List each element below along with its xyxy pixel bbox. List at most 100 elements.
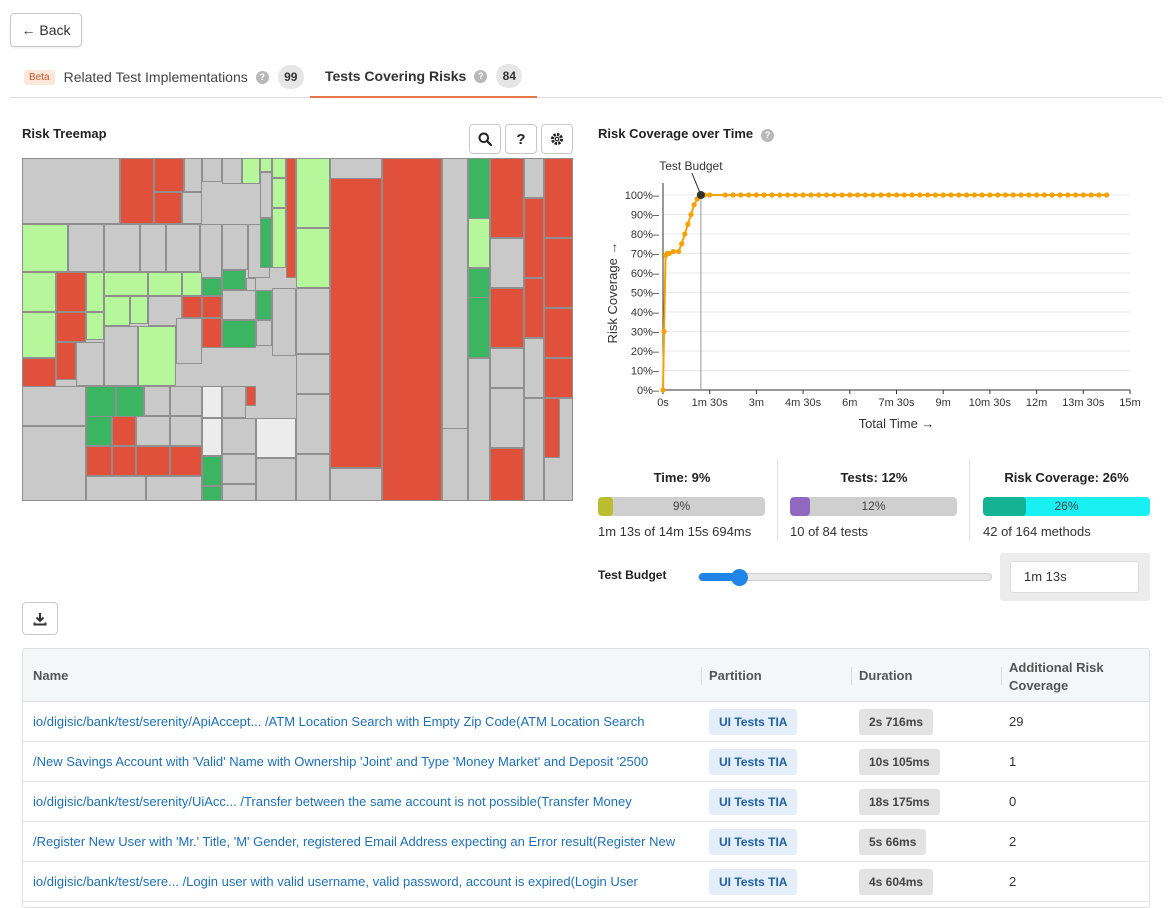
table-row[interactable]: io/digisic/bank/test/serenity/UiAcc... /… xyxy=(23,782,1149,822)
treemap-cell[interactable] xyxy=(442,428,468,501)
treemap-cell[interactable] xyxy=(154,158,184,192)
treemap-cell[interactable] xyxy=(490,288,524,348)
treemap-cell[interactable] xyxy=(22,386,86,426)
treemap-cell[interactable] xyxy=(296,158,330,228)
treemap-cell[interactable] xyxy=(222,290,256,320)
treemap-cell[interactable] xyxy=(544,398,560,458)
treemap-cell[interactable] xyxy=(22,426,86,501)
treemap-cell[interactable] xyxy=(146,476,202,501)
test-name-link[interactable]: io/digisic/bank/test/sere... /Login user… xyxy=(33,874,638,889)
treemap-cell[interactable] xyxy=(260,172,272,218)
treemap-cell[interactable] xyxy=(490,158,524,238)
treemap-cell[interactable] xyxy=(222,386,246,418)
risk-treemap[interactable] xyxy=(22,158,573,501)
treemap-cell[interactable] xyxy=(468,218,490,268)
treemap-cell[interactable] xyxy=(112,446,136,476)
treemap-cell[interactable] xyxy=(242,158,260,184)
treemap-cell[interactable] xyxy=(22,224,68,272)
table-row[interactable]: /Register New User with 'Mr.' Title, 'M'… xyxy=(23,822,1149,862)
treemap-cell[interactable] xyxy=(182,296,202,318)
test-budget-slider[interactable] xyxy=(698,573,992,581)
settings-button[interactable] xyxy=(541,124,573,154)
treemap-cell[interactable] xyxy=(202,318,222,348)
treemap-cell[interactable] xyxy=(120,158,154,224)
treemap-cell[interactable] xyxy=(166,224,200,272)
treemap-cell[interactable] xyxy=(154,192,182,224)
treemap-cell[interactable] xyxy=(182,272,202,296)
help-icon[interactable]: ? xyxy=(474,69,488,83)
column-header-name[interactable]: Name xyxy=(33,668,69,683)
treemap-cell[interactable] xyxy=(86,272,104,312)
treemap-cell[interactable] xyxy=(104,296,130,326)
treemap-cell[interactable] xyxy=(222,454,256,484)
treemap-cell[interactable] xyxy=(222,320,256,348)
help-button[interactable]: ? xyxy=(505,124,537,154)
treemap-cell[interactable] xyxy=(104,272,148,296)
treemap-cell[interactable] xyxy=(56,272,86,312)
treemap-cell[interactable] xyxy=(490,238,524,288)
test-name-link[interactable]: /New Savings Account with 'Valid' Name w… xyxy=(33,754,649,769)
treemap-cell[interactable] xyxy=(272,158,286,178)
test-budget-input[interactable]: 1m 13s xyxy=(1010,561,1139,593)
treemap-cell[interactable] xyxy=(524,278,544,338)
treemap-cell[interactable] xyxy=(22,312,56,358)
test-budget-slider-handle[interactable] xyxy=(731,569,749,586)
treemap-cell[interactable] xyxy=(170,446,202,476)
treemap-cell[interactable] xyxy=(222,484,256,501)
treemap-cell[interactable] xyxy=(184,158,202,192)
treemap-cell[interactable] xyxy=(112,416,136,446)
treemap-cell[interactable] xyxy=(468,358,490,501)
tab-tests-covering-risks[interactable]: Tests Covering Risks ? 84 xyxy=(310,56,538,98)
treemap-cell[interactable] xyxy=(202,386,222,418)
treemap-cell[interactable] xyxy=(56,342,76,380)
treemap-cell[interactable] xyxy=(68,224,104,272)
download-button[interactable] xyxy=(22,602,58,635)
treemap-cell[interactable] xyxy=(200,224,222,278)
treemap-cell[interactable] xyxy=(222,418,256,454)
treemap-cell[interactable] xyxy=(260,218,272,268)
treemap-cell[interactable] xyxy=(136,446,170,476)
treemap-cell[interactable] xyxy=(202,278,222,296)
treemap-cell[interactable] xyxy=(144,386,170,416)
treemap-cell[interactable] xyxy=(296,454,330,501)
treemap-cell[interactable] xyxy=(544,308,573,358)
treemap-cell[interactable] xyxy=(544,158,573,238)
treemap-cell[interactable] xyxy=(202,296,222,318)
treemap-cell[interactable] xyxy=(382,158,442,501)
treemap-cell[interactable] xyxy=(86,312,104,340)
column-header-partition[interactable]: Partition xyxy=(709,668,762,683)
treemap-cell[interactable] xyxy=(490,448,524,501)
treemap-cell[interactable] xyxy=(296,354,330,394)
column-header-additional-risk-coverage[interactable]: Additional Risk Coverage xyxy=(1009,660,1104,693)
table-row[interactable]: io/digisic/bank/test/sere... /Login user… xyxy=(23,862,1149,902)
treemap-cell[interactable] xyxy=(56,312,86,342)
treemap-cell[interactable] xyxy=(104,326,138,386)
help-icon[interactable]: ? xyxy=(761,128,775,142)
treemap-cell[interactable] xyxy=(524,198,544,278)
treemap-cell[interactable] xyxy=(490,348,524,388)
treemap-cell[interactable] xyxy=(286,158,296,278)
treemap-cell[interactable] xyxy=(138,326,176,386)
treemap-cell[interactable] xyxy=(296,288,330,354)
treemap-cell[interactable] xyxy=(222,270,246,290)
treemap-cell[interactable] xyxy=(130,296,148,324)
test-name-link[interactable]: /Register New User with 'Mr.' Title, 'M'… xyxy=(33,834,676,849)
treemap-cell[interactable] xyxy=(330,468,382,501)
test-name-link[interactable]: io/digisic/bank/test/serenity/ApiAccept.… xyxy=(33,714,645,729)
treemap-cell[interactable] xyxy=(86,416,112,446)
treemap-cell[interactable] xyxy=(272,178,286,208)
test-name-link[interactable]: io/digisic/bank/test/serenity/UiAcc... /… xyxy=(33,794,632,809)
treemap-cell[interactable] xyxy=(136,416,170,446)
treemap-cell[interactable] xyxy=(104,224,140,272)
tab-related-test-implementations[interactable]: Beta Related Test Implementations ? 99 xyxy=(24,56,304,98)
treemap-cell[interactable] xyxy=(256,458,296,501)
treemap-cell[interactable] xyxy=(256,290,272,320)
treemap-cell[interactable] xyxy=(246,386,256,406)
table-row[interactable]: io/digisic/bank/test/serenity/ApiAccept.… xyxy=(23,702,1149,742)
treemap-cell[interactable] xyxy=(468,268,490,298)
treemap-cell[interactable] xyxy=(490,388,524,448)
column-header-duration[interactable]: Duration xyxy=(859,668,913,683)
treemap-cell[interactable] xyxy=(202,158,222,182)
treemap-cell[interactable] xyxy=(524,338,544,398)
treemap-cell[interactable] xyxy=(524,398,544,501)
